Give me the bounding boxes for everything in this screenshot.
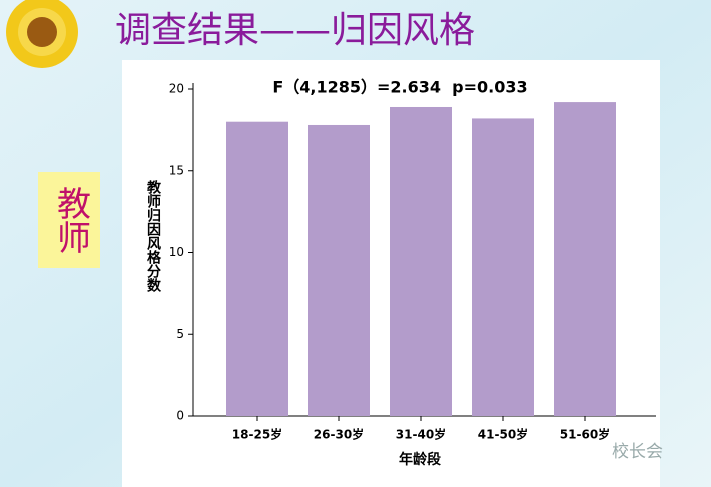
- y-tick-label: 20: [169, 82, 184, 96]
- annotation: F（4,1285）=2.634 p=0.033: [272, 78, 527, 97]
- bar: [308, 124, 370, 416]
- bar: [472, 118, 534, 417]
- y-tick-label: 10: [169, 245, 184, 259]
- x-tick-label: 51-60岁: [560, 427, 610, 442]
- y-tick-label: 5: [176, 327, 184, 341]
- x-axis-label: 年龄段: [399, 451, 441, 468]
- x-tick-label: 31-40岁: [396, 427, 446, 442]
- sunflower: [6, 0, 78, 68]
- bar: [554, 102, 616, 416]
- x-tick-label: 41-50岁: [478, 427, 528, 442]
- slide-title: 调查结果——归因风格: [115, 10, 475, 51]
- bar: [226, 121, 288, 416]
- x-tick-label: 26-30岁: [314, 427, 364, 442]
- x-tick-label: 18-25岁: [232, 427, 282, 442]
- side-label-box: [38, 172, 100, 268]
- bar: [390, 106, 452, 417]
- y-tick-label: 15: [169, 163, 184, 177]
- watermark: 校长会: [612, 442, 663, 462]
- side-label: 教师: [51, 186, 91, 254]
- y-tick-label: 0: [176, 409, 184, 423]
- y-axis-label: 教师归因风格分数: [145, 179, 161, 293]
